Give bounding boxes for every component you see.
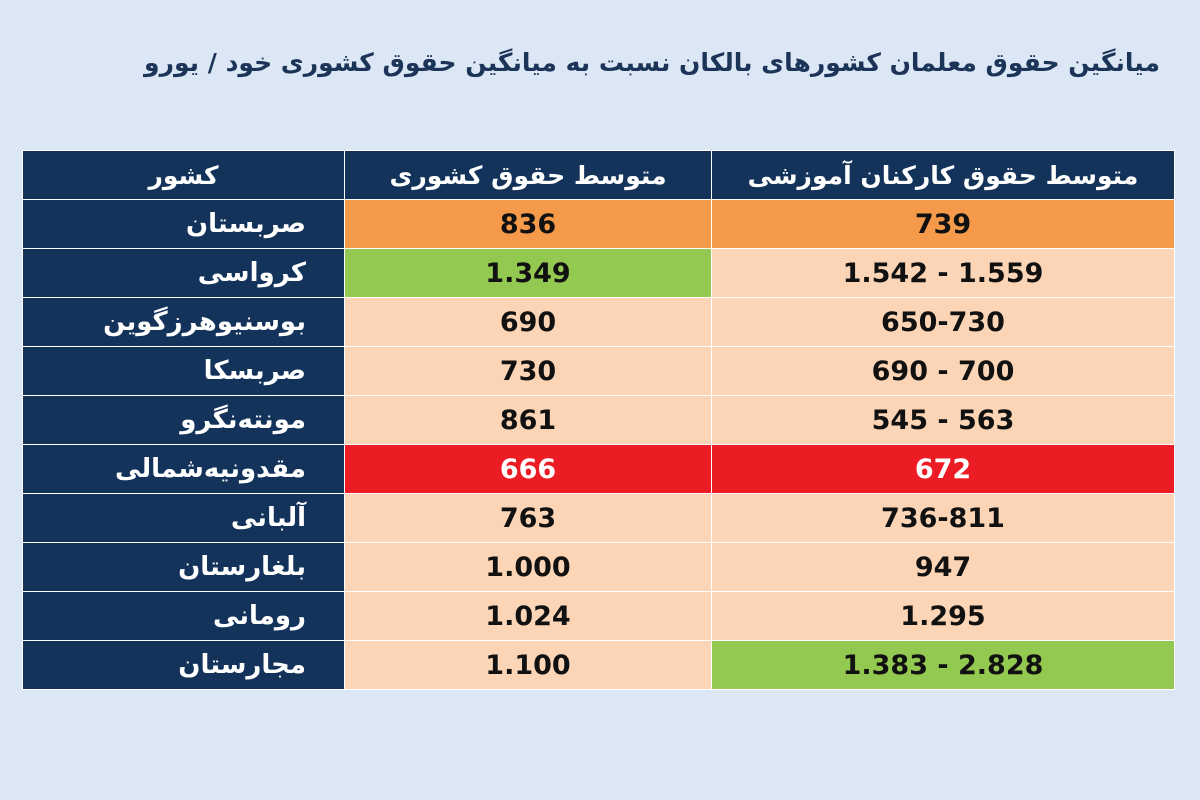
national-salary-cell: 1.349 [344, 248, 712, 298]
country-cell: صربستان [22, 199, 345, 249]
country-cell: بوسنیوهرزگوین [22, 297, 345, 347]
national-salary-cell: 730 [344, 346, 712, 396]
table-row: کرواسی 1.349 1.542 - 1.559 [22, 248, 1175, 298]
country-cell: کرواسی [22, 248, 345, 298]
national-salary-cell: 861 [344, 395, 712, 445]
table-row: بوسنیوهرزگوین 690 650-730 [22, 297, 1175, 347]
teacher-salary-cell: 947 [711, 542, 1175, 592]
header-teacher-average: متوسط حقوق کارکنان آموزشی [711, 150, 1175, 200]
national-salary-cell: 1.100 [344, 640, 712, 690]
country-cell: مجارستان [22, 640, 345, 690]
salary-table-container: کشور متوسط حقوق کشوری متوسط حقوق کارکنان… [22, 150, 1175, 690]
country-cell: آلبانی [22, 493, 345, 543]
table-row: صربسکا 730 690 - 700 [22, 346, 1175, 396]
salary-table: کشور متوسط حقوق کشوری متوسط حقوق کارکنان… [22, 150, 1175, 690]
teacher-salary-cell: 1.295 [711, 591, 1175, 641]
table-row: مونته‌نگرو 861 545 - 563 [22, 395, 1175, 445]
country-cell: رومانی [22, 591, 345, 641]
table-row: بلغارستان 1.000 947 [22, 542, 1175, 592]
national-salary-cell: 763 [344, 493, 712, 543]
teacher-salary-cell: 545 - 563 [711, 395, 1175, 445]
teacher-salary-cell: 650-730 [711, 297, 1175, 347]
table-row: صربستان 836 739 [22, 199, 1175, 249]
header-country: کشور [22, 150, 345, 200]
country-cell: بلغارستان [22, 542, 345, 592]
page-title: میانگین حقوق معلمان کشورهای بالکان نسبت … [144, 48, 1160, 77]
header-national-average: متوسط حقوق کشوری [344, 150, 712, 200]
country-cell: مقدونیه‌شمالی [22, 444, 345, 494]
national-salary-cell: 666 [344, 444, 712, 494]
table-row: مقدونیه‌شمالی 666 672 [22, 444, 1175, 494]
table-row: آلبانی 763 736-811 [22, 493, 1175, 543]
teacher-salary-cell: 1.542 - 1.559 [711, 248, 1175, 298]
country-cell: مونته‌نگرو [22, 395, 345, 445]
national-salary-cell: 1.024 [344, 591, 712, 641]
national-salary-cell: 1.000 [344, 542, 712, 592]
national-salary-cell: 836 [344, 199, 712, 249]
national-salary-cell: 690 [344, 297, 712, 347]
country-cell: صربسکا [22, 346, 345, 396]
teacher-salary-cell: 672 [711, 444, 1175, 494]
table-row: رومانی 1.024 1.295 [22, 591, 1175, 641]
teacher-salary-cell: 1.383 - 2.828 [711, 640, 1175, 690]
table-header-row: کشور متوسط حقوق کشوری متوسط حقوق کارکنان… [22, 150, 1175, 200]
table-row: مجارستان 1.100 1.383 - 2.828 [22, 640, 1175, 690]
teacher-salary-cell: 736-811 [711, 493, 1175, 543]
teacher-salary-cell: 739 [711, 199, 1175, 249]
teacher-salary-cell: 690 - 700 [711, 346, 1175, 396]
